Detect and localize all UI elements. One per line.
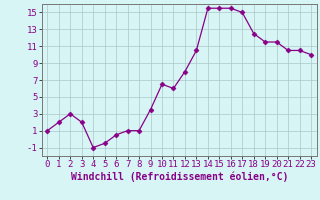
X-axis label: Windchill (Refroidissement éolien,°C): Windchill (Refroidissement éolien,°C) [70, 172, 288, 182]
